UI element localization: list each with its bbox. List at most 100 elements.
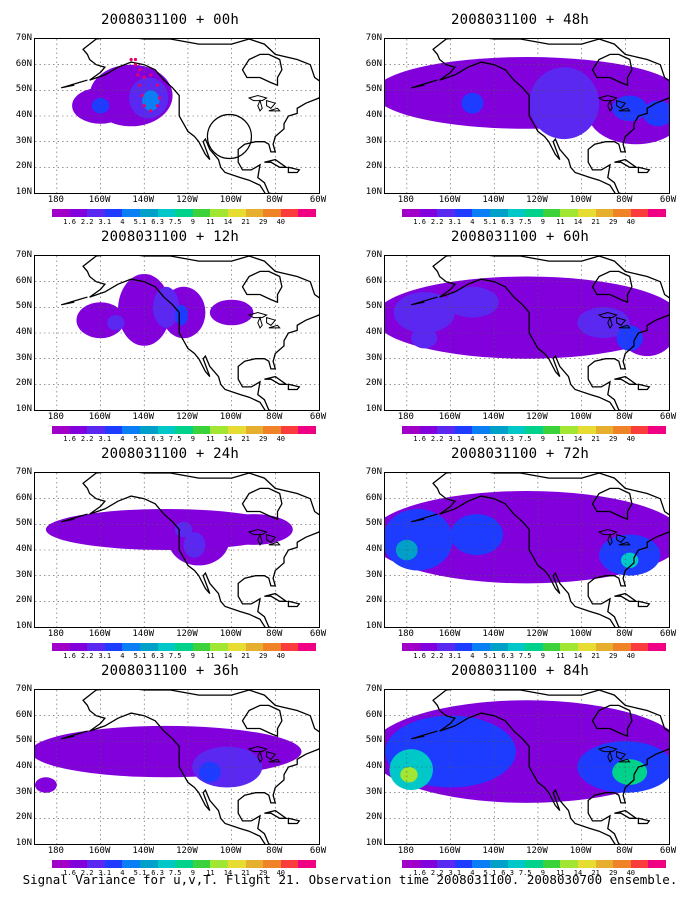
great-lake <box>616 750 627 760</box>
y-tick-label: 10N <box>15 838 32 848</box>
great-lake <box>257 533 263 546</box>
colorbar-swatch <box>472 643 490 651</box>
colorbar-swatch <box>472 209 490 217</box>
colorbar-label: 7.5 <box>518 218 532 226</box>
colorbar-swatch <box>192 426 211 434</box>
variance-contour <box>400 767 418 783</box>
coastline <box>264 592 289 602</box>
colorbar-label: 7.5 <box>168 435 182 443</box>
panel-title: 2008031100 + 72h <box>450 446 590 462</box>
great-lake <box>616 99 627 109</box>
coastline <box>432 256 669 410</box>
y-tick-label: 20N <box>365 161 382 172</box>
colorbar-swatch <box>280 643 299 651</box>
great-lake <box>247 528 268 536</box>
colorbar-label: 9 <box>540 652 545 660</box>
figure-caption: Signal Variance for u,v,T. Flight 21. Ob… <box>22 872 678 887</box>
coastline <box>241 270 283 304</box>
colorbar-swatch <box>69 643 88 651</box>
colorbar-swatch <box>245 426 264 434</box>
colorbar-swatch <box>139 860 158 868</box>
flight-track-dot <box>138 83 142 87</box>
variance-contour <box>450 514 503 556</box>
coastline <box>432 39 669 193</box>
colorbar-label: 4 <box>120 218 125 226</box>
coastline <box>287 817 301 825</box>
variance-contour <box>385 491 669 584</box>
y-tick-label: 60N <box>15 58 32 69</box>
great-lake <box>257 316 263 329</box>
colorbar-swatch <box>298 643 316 651</box>
colorbar-label: 29 <box>608 435 618 443</box>
x-tick-label: 120W <box>526 629 548 639</box>
x-tick-label: 140W <box>482 846 505 856</box>
target-circle <box>206 113 253 160</box>
variance-contour <box>209 299 254 326</box>
colorbar-label: 9 <box>190 218 195 226</box>
coastline <box>591 270 633 304</box>
colorbar <box>52 643 316 651</box>
colorbar-swatch <box>437 209 455 217</box>
colorbar-label: 11 <box>556 652 565 660</box>
x-tick-label: 160W <box>88 629 111 639</box>
colorbar-label: 6.3 <box>151 218 164 226</box>
great-lake <box>618 541 631 546</box>
great-lake <box>607 533 613 546</box>
map-svg <box>385 39 669 193</box>
y-tick-label: 30N <box>365 786 382 797</box>
y-tick-label: 10N <box>365 404 382 414</box>
colorbar-label: 2.2 <box>430 869 444 877</box>
colorbar-label: 7.5 <box>168 869 182 877</box>
great-lake <box>618 758 631 763</box>
variance-contour <box>393 292 455 333</box>
coastline <box>264 809 289 819</box>
y-tick-label: 50N <box>15 735 32 746</box>
colorbar-swatch <box>263 426 281 434</box>
y-tick-label: 40N <box>365 544 382 554</box>
x-tick-label: 160W <box>438 846 461 856</box>
colorbar-label: 2.2 <box>80 218 94 226</box>
x-tick-label: 140W <box>132 412 155 422</box>
colorbar-label: 40 <box>276 869 286 877</box>
colorbar-label: 2.2 <box>430 652 444 660</box>
colorbar-swatch <box>227 426 246 434</box>
variance-contour <box>612 95 648 122</box>
colorbar-label: 14 <box>573 435 583 443</box>
colorbar-swatch <box>472 860 490 868</box>
colorbar-swatch <box>87 643 105 651</box>
colorbar-swatch <box>542 643 561 651</box>
map-plot-area <box>384 472 670 628</box>
colorbar-label: 5.1 <box>133 218 147 226</box>
colorbar-swatch <box>280 209 299 217</box>
colorbar-label: 40 <box>276 435 286 443</box>
colorbar-label: 3.1 <box>448 218 462 226</box>
great-lake <box>597 311 618 319</box>
y-tick-label: 60N <box>15 492 32 503</box>
colorbar-swatch <box>525 209 543 217</box>
map-panel: 2008031100 + 00h 70N 60N 50N 40N 30N 20N 10N 180… <box>0 10 340 226</box>
x-tick-label: 100W <box>219 412 242 422</box>
map-panel: 2008031100 + 36h 70N 60N 50N 40N 30N 20N 10N 180… <box>0 661 340 877</box>
great-lake <box>266 750 277 760</box>
colorbar-swatch <box>280 860 299 868</box>
great-lake <box>597 528 618 536</box>
great-lake <box>616 533 627 543</box>
x-tick-label: 160W <box>438 412 461 422</box>
colorbar-label: 14 <box>573 218 583 226</box>
flight-track-dot <box>149 109 153 113</box>
y-tick-label: 30N <box>365 569 382 580</box>
y-tick-label: 10N <box>15 621 32 631</box>
great-lake <box>607 316 613 329</box>
map-svg <box>385 473 669 627</box>
coastline <box>614 592 639 602</box>
colorbar-label: 7.5 <box>518 652 532 660</box>
y-tick-label: 20N <box>365 378 382 389</box>
colorbar-label: 6.3 <box>501 218 514 226</box>
colorbar-swatch <box>227 643 246 651</box>
y-tick-label: 60N <box>15 275 32 286</box>
coastline <box>432 690 669 844</box>
y-tick-label: 10N <box>15 187 32 197</box>
colorbar-swatch <box>69 426 88 434</box>
colorbar-swatch <box>210 426 228 434</box>
colorbar-label: 7.5 <box>168 652 182 660</box>
